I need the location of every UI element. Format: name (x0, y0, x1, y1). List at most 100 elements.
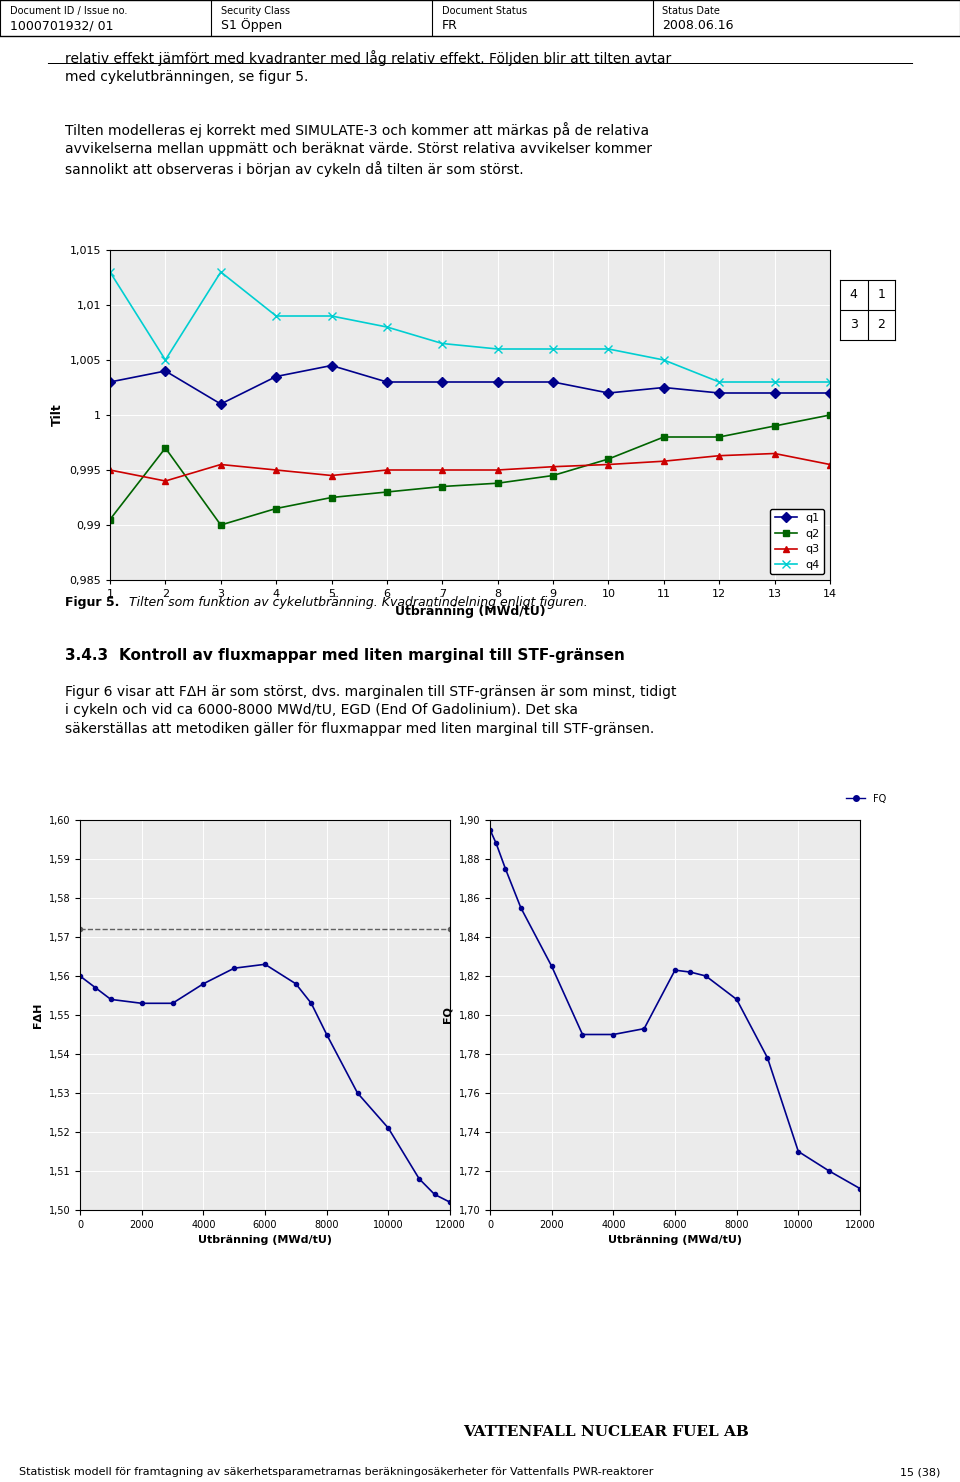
Text: Tilten modelleras ej korrekt med SIMULATE-3 och kommer att märkas på de relativa: Tilten modelleras ej korrekt med SIMULAT… (65, 122, 652, 178)
q2 (659, 428, 670, 446)
q2 (105, 511, 116, 529)
q3 (769, 445, 780, 462)
q3 (825, 455, 836, 473)
FΔH (321, 1026, 332, 1043)
FΔH (383, 1119, 395, 1137)
Legend: q1, q2, q3, q4: q1, q2, q3, q4 (770, 508, 825, 575)
Text: S1 Öppen: S1 Öppen (221, 18, 282, 33)
q4 (769, 373, 780, 391)
FQ (577, 1026, 588, 1043)
Text: Statistisk modell för framtagning av säkerhetsparametrarnas beräkningosäkerheter: Statistisk modell för framtagning av säk… (19, 1467, 654, 1478)
FQ (638, 1020, 650, 1037)
q3 (159, 473, 171, 491)
Text: 15 (38): 15 (38) (900, 1467, 941, 1478)
q3 (437, 461, 448, 479)
Line: q3: q3 (107, 451, 833, 485)
q1 (325, 357, 337, 375)
q3 (381, 461, 393, 479)
FQ (793, 1143, 804, 1160)
q3 (325, 467, 337, 485)
q3 (547, 458, 559, 476)
q2 (271, 499, 282, 517)
FΔH (259, 956, 271, 974)
q4 (437, 335, 448, 353)
FΔH (228, 959, 240, 977)
FΔH (290, 975, 301, 993)
q1 (713, 384, 725, 402)
FQ (499, 860, 511, 877)
q4 (547, 339, 559, 357)
X-axis label: Utbränning (MWd/tU): Utbränning (MWd/tU) (395, 605, 545, 618)
Line: q1: q1 (107, 362, 833, 408)
q4 (105, 264, 116, 282)
Text: 3: 3 (850, 319, 857, 332)
FΔH (305, 994, 317, 1012)
q2 (769, 416, 780, 434)
FQ (684, 963, 696, 981)
Text: Kontroll av fluxmappar med liten marginal till STF-gränsen: Kontroll av fluxmappar med liten margina… (119, 648, 625, 662)
q4 (271, 307, 282, 325)
q3 (105, 461, 116, 479)
Text: Document Status: Document Status (442, 6, 527, 16)
FΔH (89, 978, 101, 996)
Text: Figur 5.: Figur 5. (65, 596, 119, 609)
Line: FQ: FQ (488, 827, 862, 1190)
q4 (825, 373, 836, 391)
q4 (159, 351, 171, 369)
q1 (492, 373, 503, 391)
q2 (825, 406, 836, 424)
Text: 2008.06.16: 2008.06.16 (662, 19, 733, 33)
q1 (437, 373, 448, 391)
q4 (381, 319, 393, 336)
q3 (271, 461, 282, 479)
q4 (659, 351, 670, 369)
q3 (713, 446, 725, 464)
q2 (325, 489, 337, 507)
Text: VATTENFALL NUCLEAR FUEL AB: VATTENFALL NUCLEAR FUEL AB (463, 1426, 749, 1439)
q2 (159, 439, 171, 456)
FQ (761, 1049, 773, 1067)
Text: 1000701932/ 01: 1000701932/ 01 (10, 19, 113, 33)
FQ (608, 1026, 619, 1043)
Text: Document ID / Issue no.: Document ID / Issue no. (10, 6, 127, 16)
q4 (325, 307, 337, 325)
Text: 2: 2 (877, 319, 885, 332)
FΔH (136, 994, 148, 1012)
FΔH (351, 1085, 363, 1103)
FQ (700, 968, 711, 986)
Text: Status Date: Status Date (662, 6, 720, 16)
q1 (769, 384, 780, 402)
q1 (603, 384, 614, 402)
Text: 1: 1 (877, 289, 885, 301)
FQ (491, 834, 502, 852)
FΔH (414, 1169, 425, 1187)
FΔH (198, 975, 209, 993)
Text: Figur 6 visar att FΔH är som störst, dvs. marginalen till STF-gränsen är som min: Figur 6 visar att FΔH är som störst, dvs… (65, 685, 677, 735)
FQ (546, 957, 558, 975)
q3 (659, 452, 670, 470)
q2 (492, 474, 503, 492)
q3 (603, 455, 614, 473)
Text: relativ effekt jämfört med kvadranter med låg relativ effekt. Följden blir att t: relativ effekt jämfört med kvadranter me… (65, 50, 671, 84)
Text: 4: 4 (850, 289, 857, 301)
FQ (854, 1180, 866, 1197)
q4 (492, 339, 503, 357)
Text: FR: FR (442, 19, 458, 33)
Line: q2: q2 (107, 412, 833, 529)
q1 (825, 384, 836, 402)
q1 (659, 378, 670, 396)
Line: FΔH: FΔH (78, 962, 452, 1205)
Y-axis label: Tilt: Tilt (51, 403, 63, 427)
FΔH (74, 968, 85, 986)
q2 (381, 483, 393, 501)
q2 (713, 428, 725, 446)
q2 (547, 467, 559, 485)
q1 (381, 373, 393, 391)
X-axis label: Utbränning (MWd/tU): Utbränning (MWd/tU) (198, 1236, 332, 1245)
Y-axis label: FΔH: FΔH (33, 1002, 43, 1027)
Legend: FQ: FQ (842, 790, 890, 808)
FΔH (105, 990, 116, 1008)
q1 (271, 368, 282, 385)
q1 (105, 373, 116, 391)
FΔH (167, 994, 179, 1012)
